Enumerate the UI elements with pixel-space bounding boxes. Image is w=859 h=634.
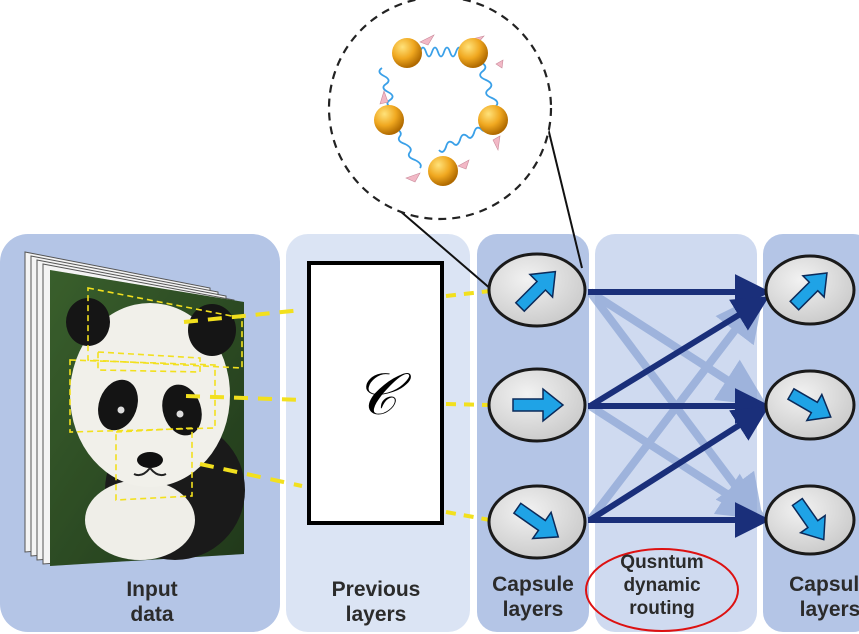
panda-chest bbox=[85, 480, 195, 560]
routing-arrows bbox=[586, 274, 771, 538]
connectors-image-to-previous bbox=[183, 308, 303, 488]
capsule-node bbox=[487, 367, 587, 443]
capsule-node bbox=[487, 484, 587, 560]
panda-eye-patch-left bbox=[98, 379, 138, 431]
panda-photo bbox=[50, 270, 245, 566]
panda-head bbox=[70, 303, 230, 487]
input-image-stack bbox=[24, 251, 245, 566]
capsule-node bbox=[764, 254, 856, 326]
strong-routing-arrows bbox=[588, 274, 771, 538]
vector-arrow-icon bbox=[786, 387, 832, 422]
panda-ear-left bbox=[66, 298, 110, 346]
panda-nose bbox=[137, 452, 163, 468]
capsules-left bbox=[487, 252, 587, 560]
capsule-node bbox=[764, 369, 856, 441]
qubit-icon bbox=[428, 156, 458, 186]
previous-layers-label: Previous layers bbox=[331, 578, 421, 626]
capsule-node bbox=[764, 484, 856, 556]
qubit-icon bbox=[458, 38, 488, 68]
vector-arrow-icon bbox=[512, 387, 565, 423]
input-data-label: Input data bbox=[126, 578, 178, 626]
routing-label: Qusntum dynamic routing bbox=[620, 552, 704, 619]
dashed-zoom-circle bbox=[327, 0, 553, 221]
qubit-icon bbox=[478, 105, 508, 135]
previous-layers-box: 𝒞 bbox=[307, 261, 444, 525]
vector-arrow-icon bbox=[789, 272, 828, 311]
capsule-layers-right-label: Capsule layers bbox=[789, 573, 859, 621]
highlight-ellipse bbox=[585, 548, 739, 632]
qubit-icon bbox=[374, 105, 404, 135]
capsule-node bbox=[487, 252, 587, 328]
qubit-icon bbox=[392, 38, 422, 68]
feature-boxes bbox=[69, 287, 243, 501]
vector-arrow-icon bbox=[512, 502, 560, 540]
panda-ear-right bbox=[188, 304, 236, 356]
vector-arrow-icon bbox=[791, 497, 826, 541]
connectors-previous-to-capsules bbox=[445, 289, 491, 522]
capsule-layers-left-label: Capsule layers bbox=[492, 573, 574, 621]
vector-arrow-icon bbox=[514, 270, 557, 313]
faded-routing-arrows bbox=[586, 288, 768, 524]
qubit-balls bbox=[374, 38, 508, 186]
qubit-ring-inset bbox=[327, 0, 553, 221]
capsules-right bbox=[764, 254, 856, 556]
